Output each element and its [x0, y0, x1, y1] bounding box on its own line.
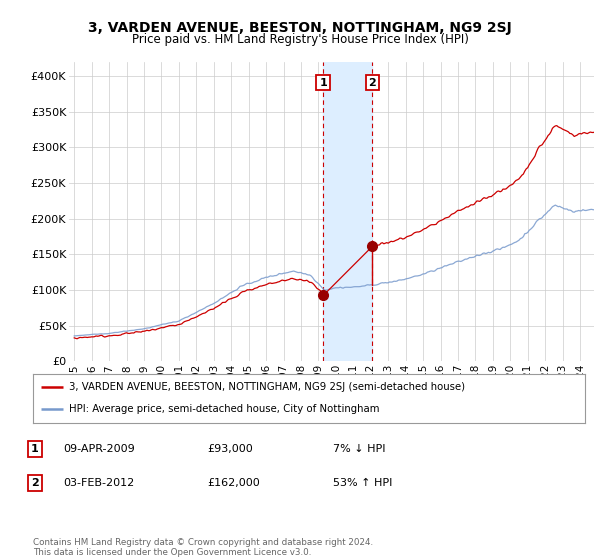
Text: 3, VARDEN AVENUE, BEESTON, NOTTINGHAM, NG9 2SJ (semi-detached house): 3, VARDEN AVENUE, BEESTON, NOTTINGHAM, N…: [69, 382, 465, 392]
Bar: [323, 62, 373, 361]
Text: 1: 1: [31, 444, 38, 454]
Text: £162,000: £162,000: [207, 478, 260, 488]
Text: 2: 2: [368, 78, 376, 87]
Text: Price paid vs. HM Land Registry's House Price Index (HPI): Price paid vs. HM Land Registry's House …: [131, 33, 469, 46]
Text: 53% ↑ HPI: 53% ↑ HPI: [333, 478, 392, 488]
Text: 03-FEB-2012: 03-FEB-2012: [63, 478, 134, 488]
Text: 3, VARDEN AVENUE, BEESTON, NOTTINGHAM, NG9 2SJ: 3, VARDEN AVENUE, BEESTON, NOTTINGHAM, N…: [88, 21, 512, 35]
Text: Contains HM Land Registry data © Crown copyright and database right 2024.
This d: Contains HM Land Registry data © Crown c…: [33, 538, 373, 557]
Text: HPI: Average price, semi-detached house, City of Nottingham: HPI: Average price, semi-detached house,…: [69, 404, 379, 414]
Text: £93,000: £93,000: [207, 444, 253, 454]
Text: 2: 2: [31, 478, 38, 488]
Text: 09-APR-2009: 09-APR-2009: [63, 444, 135, 454]
Text: 1: 1: [319, 78, 327, 87]
Text: 7% ↓ HPI: 7% ↓ HPI: [333, 444, 386, 454]
